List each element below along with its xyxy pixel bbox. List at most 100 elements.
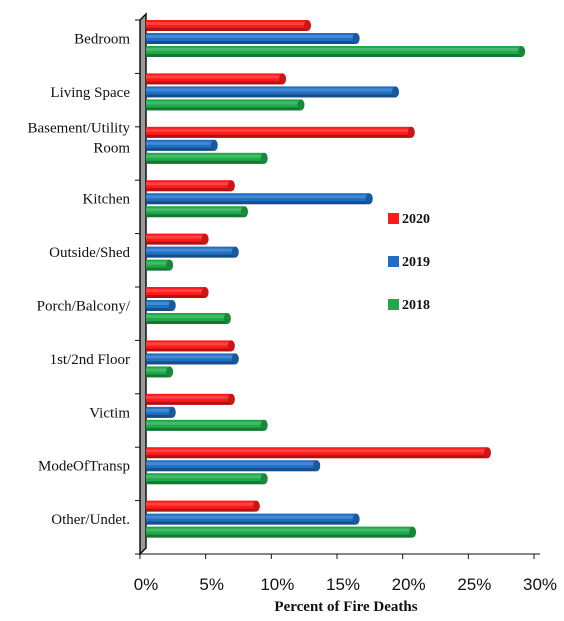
bar-shade — [146, 321, 228, 324]
bar-highlight — [146, 248, 236, 252]
bar-shade — [146, 241, 206, 245]
category-label: Other/Undet. — [51, 512, 130, 528]
bar-cap — [297, 99, 305, 111]
category-label: Victim — [89, 405, 130, 421]
bar-cap — [252, 500, 260, 512]
bar-2020-2 — [146, 126, 412, 138]
bar-highlight — [146, 128, 412, 132]
category-label: 1st/2nd Floor — [50, 352, 130, 368]
bar-cap — [483, 447, 491, 459]
bar-highlight — [146, 48, 522, 51]
bar-2018-5 — [146, 313, 228, 324]
bar-highlight — [146, 302, 173, 305]
bar-cap — [260, 152, 268, 164]
bar-cap — [409, 526, 417, 538]
bar-cap — [201, 233, 209, 245]
bar-shade — [146, 147, 215, 151]
bar-cap — [241, 206, 248, 218]
bar-shade — [146, 534, 413, 538]
bar-cap — [518, 46, 526, 57]
bar-2019-0 — [146, 33, 357, 44]
bar-highlight — [146, 235, 206, 239]
bar-shade — [146, 41, 357, 44]
bar-cap — [201, 287, 209, 298]
axis-layer: 0% 5% 10% 15% 20% 25% 30% — [134, 12, 557, 594]
x-tick-label: 0% — [134, 575, 159, 594]
bar-2018-3 — [146, 206, 245, 218]
x-tick-label: 10% — [260, 575, 294, 594]
bar-cap — [227, 180, 235, 192]
bar-highlight — [146, 355, 236, 359]
bar-highlight — [146, 462, 317, 466]
category-label: ModeOfTransp — [38, 459, 130, 475]
legend-swatch-2020 — [388, 213, 399, 224]
bar-shade — [146, 295, 206, 298]
bar-cap — [210, 139, 218, 151]
bar-cap — [231, 353, 239, 365]
bar-2020-6 — [146, 340, 232, 352]
legend-label-2018: 2018 — [402, 298, 430, 313]
bar-shade — [146, 508, 257, 512]
bar-cap — [260, 473, 268, 485]
bar-2020-5 — [146, 287, 206, 298]
bar-2019-5 — [146, 300, 173, 311]
bar-cap — [227, 340, 235, 352]
bar-shade — [146, 107, 301, 111]
bar-shade — [146, 481, 265, 485]
bar-shade — [146, 160, 265, 164]
bar-shade — [146, 348, 232, 352]
bar-cap — [407, 126, 415, 138]
category-label: Outside/Shed — [49, 245, 130, 261]
bar-2018-8 — [146, 473, 265, 485]
bar-highlight — [146, 528, 413, 532]
bar-2018-9 — [146, 526, 413, 538]
bar-highlight — [146, 368, 170, 372]
category-label: Bedroom — [74, 32, 130, 48]
bar-cap — [352, 33, 360, 44]
bar-2019-4 — [146, 246, 236, 258]
bar-2020-9 — [146, 500, 257, 512]
labels-layer: Bedroom Living Space Basement/Utility Room K… — [28, 32, 131, 529]
bar-2020-4 — [146, 233, 206, 245]
category-label-line: Room — [93, 140, 130, 156]
bar-highlight — [146, 88, 396, 92]
bar-2019-9 — [146, 513, 357, 525]
bar-cap — [365, 193, 373, 205]
bar-cap — [166, 366, 174, 378]
bar-2018-7 — [146, 419, 265, 431]
bar-shade — [146, 134, 412, 138]
category-label: Basement/Utility Room — [28, 120, 131, 156]
bar-2019-3 — [146, 193, 370, 205]
bar-highlight — [146, 342, 232, 346]
bar-highlight — [146, 289, 206, 292]
legend-label-2020: 2020 — [402, 212, 430, 227]
bar-cap — [231, 246, 239, 258]
bar-2019-2 — [146, 139, 215, 151]
legend-swatch-2019 — [388, 256, 399, 267]
x-tick-label: 30% — [523, 575, 557, 594]
x-tick-label: 25% — [457, 575, 491, 594]
bar-cap — [227, 393, 235, 405]
bar-highlight — [146, 421, 265, 425]
bar-cap — [223, 313, 231, 324]
bar-2019-8 — [146, 460, 317, 472]
bar-highlight — [146, 502, 257, 506]
bar-shade — [146, 414, 173, 418]
bar-shade — [146, 468, 317, 472]
bar-highlight — [146, 101, 301, 105]
bar-cap — [168, 300, 176, 311]
bar-2019-1 — [146, 86, 396, 98]
x-tick-label: 15% — [326, 575, 360, 594]
bar-cap — [279, 73, 287, 85]
legend: 2020 2019 2018 — [388, 212, 430, 313]
bar-highlight — [146, 475, 265, 479]
bar-highlight — [146, 395, 232, 399]
bar-highlight — [146, 22, 308, 25]
bar-2018-1 — [146, 99, 301, 111]
bar-2020-0 — [146, 20, 308, 31]
bar-2018-0 — [146, 46, 522, 57]
bar-shade — [146, 374, 170, 378]
bar-highlight — [146, 208, 245, 212]
